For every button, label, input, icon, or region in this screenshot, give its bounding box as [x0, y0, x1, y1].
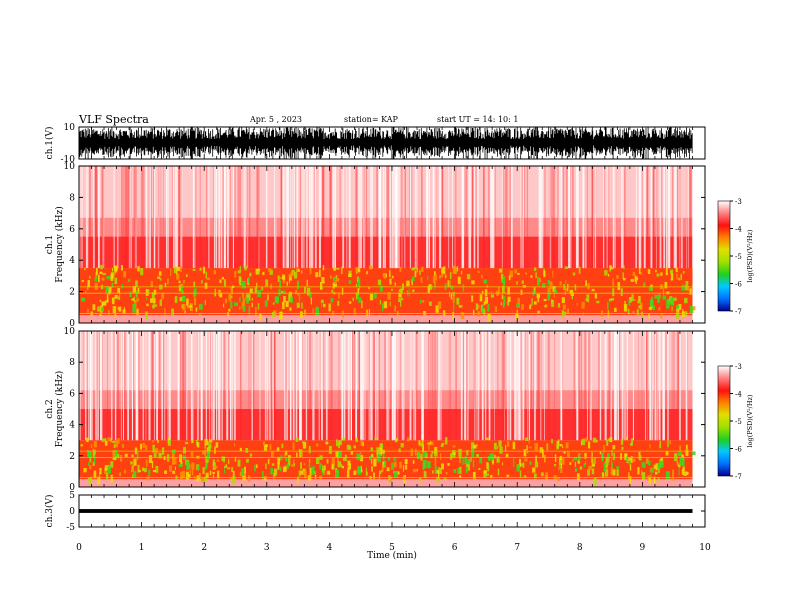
ytick-label: 10 — [64, 327, 76, 337]
colorbar-scale — [717, 200, 731, 312]
waveform-trace — [78, 127, 693, 159]
y-axis-label: ch.1(V) — [44, 127, 55, 160]
ytick-label: 6 — [69, 389, 75, 399]
date-label: Apr. 5 , 2023 — [250, 115, 303, 124]
y-axis-label: Frequency (kHz) — [54, 206, 65, 283]
colorbar-label: log(PSD)(V²/Hz) — [746, 229, 754, 282]
xtick-label: 8 — [577, 543, 583, 553]
ytick-label: 10 — [64, 123, 76, 133]
colorbar-tick: -6 — [735, 446, 742, 454]
xtick-label: 3 — [264, 543, 270, 553]
colorbar-tick: -3 — [735, 198, 742, 206]
colorbar-tick: -4 — [735, 391, 742, 399]
colorbar-scale — [717, 365, 731, 477]
ytick-label: -5 — [66, 523, 75, 533]
ytick-label: 0 — [69, 319, 75, 329]
colorbar-tick: -5 — [735, 253, 742, 261]
ytick-label: 10 — [64, 162, 76, 172]
spec-bottom — [79, 315, 693, 323]
spec-bottom — [79, 479, 693, 487]
ytick-label: 2 — [69, 288, 75, 298]
ch1-spectrogram-layer: 0 2 4 6 8 10 ch.1 Frequency (kHz) — [45, 162, 706, 329]
ch3-waveform-layer: 5 0 -5 ch.3(V) — [44, 491, 706, 533]
xtick-label: 6 — [452, 543, 458, 553]
xtick-label: 10 — [699, 543, 711, 553]
start-time-label: start UT = 14: 10: 1 — [437, 115, 519, 124]
x-axis-label: Time (min) — [367, 550, 417, 561]
colorbar-tick: -7 — [735, 473, 742, 481]
colorbar-tick: -4 — [735, 226, 742, 234]
xtick-label: 1 — [139, 543, 145, 553]
ytick-label: 8 — [69, 358, 75, 368]
colorbar-tick: -3 — [735, 363, 742, 371]
ch2-spectrogram-layer: 0 2 4 6 8 10 ch.2 Frequency (kHz) — [45, 327, 706, 493]
xtick-label: 9 — [640, 543, 646, 553]
colorbar-tick: -6 — [735, 281, 742, 289]
colorbar-2: -3 -4 -5 -6 -7 log(PSD)(V²/Hz) — [717, 363, 754, 481]
xtick-label: 2 — [201, 543, 207, 553]
ytick-label: 4 — [69, 256, 75, 266]
xtick-label: 0 — [76, 543, 82, 553]
spec-low-band — [79, 440, 693, 481]
ytick-label: 8 — [69, 193, 75, 203]
ytick-label: -10 — [61, 155, 76, 165]
chart-title: VLF Spectra — [79, 113, 149, 126]
y-axis-label: ch.3(V) — [44, 495, 55, 528]
waveform-trace — [79, 509, 693, 513]
ytick-label: 4 — [69, 421, 75, 431]
xtick-label: 7 — [514, 543, 520, 553]
xtick-label: 4 — [327, 543, 333, 553]
y-axis-label: ch.1 — [45, 235, 55, 254]
y-axis-label: Frequency (kHz) — [54, 371, 65, 448]
ytick-label: 5 — [69, 491, 75, 501]
colorbar-1: -3 -4 -5 -6 -7 log(PSD)(V²/Hz) — [717, 198, 754, 316]
colorbar-label: log(PSD)(V²/Hz) — [746, 394, 754, 447]
y-axis-label: ch.2 — [45, 399, 55, 418]
ch1-waveform-layer: 10 -10 ch.1(V) — [44, 123, 706, 165]
colorbar-tick: -5 — [735, 418, 742, 426]
station-label: station= KAP — [344, 115, 398, 124]
colorbar-tick: -7 — [735, 308, 742, 316]
ytick-label: 0 — [69, 483, 75, 493]
xtick-label: 5 — [389, 543, 395, 553]
ytick-label: 2 — [69, 452, 75, 462]
ytick-label: 6 — [69, 225, 75, 235]
ytick-label: 0 — [69, 507, 75, 517]
x-axis: 0 1 2 3 4 5 6 7 8 9 10 Time (min) — [76, 127, 711, 561]
